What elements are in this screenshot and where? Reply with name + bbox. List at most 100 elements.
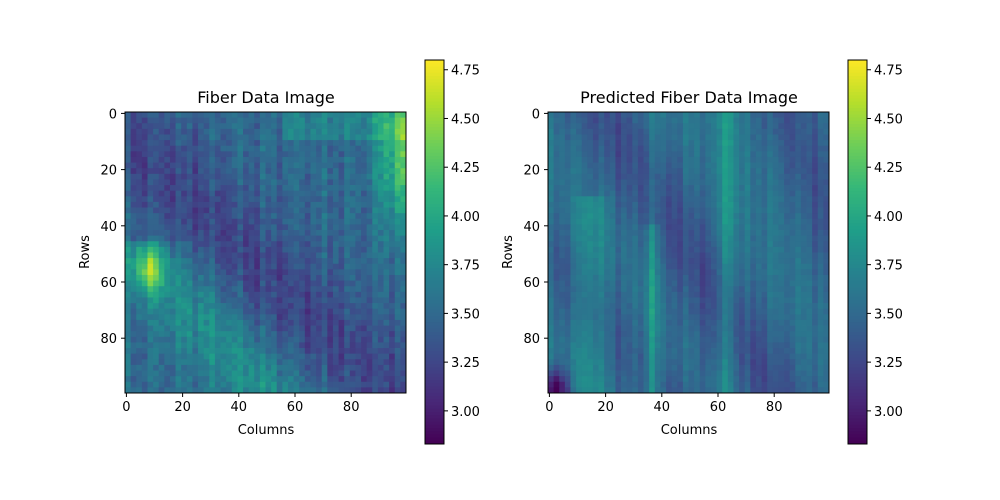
colorbar-segment [425,117,444,122]
heatmap-cell [400,331,407,338]
heatmap-cell [592,117,599,124]
heatmap-cell [682,201,689,208]
heatmap-cell [688,185,695,192]
heatmap-cell [727,112,734,119]
heatmap-cell [125,207,132,214]
heatmap-cell [214,325,221,332]
heatmap-cell [198,123,205,130]
heatmap-cell [153,381,160,388]
heatmap-cell [344,117,351,124]
heatmap-cell [817,168,824,175]
heatmap-cell [125,241,132,248]
heatmap-cell [186,342,193,349]
heatmap-cell [778,190,785,197]
heatmap-cell [344,381,351,388]
heatmap-cell [153,140,160,147]
heatmap-cell [767,274,774,281]
colorbar-segment [425,229,444,234]
heatmap-cell [259,325,266,332]
heatmap-cell [677,241,684,248]
heatmap-cell [332,190,339,197]
heatmap-cell [355,280,362,287]
heatmap-cell [694,185,701,192]
heatmap-cell [778,274,785,281]
heatmap-cell [125,179,132,186]
heatmap-cell [621,331,628,338]
colorbar-segment [425,348,444,352]
heatmap-cell [259,263,266,270]
heatmap-cell [130,364,137,371]
heatmap-cell [581,331,588,338]
heatmap-cell [733,308,740,315]
heatmap-cell [248,185,255,192]
heatmap-cell [581,117,588,124]
heatmap-cell [666,359,673,366]
heatmap-cell [366,241,373,248]
heatmap-cell [164,213,171,220]
heatmap-cell [181,230,188,237]
heatmap-cell [739,123,746,130]
heatmap-cell [209,151,216,158]
heatmap-cell [682,308,689,315]
heatmap-cell [592,359,599,366]
heatmap-cell [259,241,266,248]
heatmap-cell [372,274,379,281]
heatmap-cell [254,364,261,371]
heatmap-cell [377,140,384,147]
heatmap-cell [755,303,762,310]
heatmap-cell [153,123,160,130]
heatmap-cell [621,112,628,119]
heatmap-cell [615,269,622,276]
heatmap-cell [293,291,300,298]
heatmap-cell [615,156,622,163]
heatmap-cell [203,280,210,287]
heatmap-cell [389,213,396,220]
heatmap-cell [338,179,345,186]
heatmap-cell [688,342,695,349]
heatmap-cell [389,185,396,192]
heatmap-cell [637,235,644,242]
heatmap-cell [682,128,689,135]
heatmap-cell [394,134,401,141]
heatmap-cell [237,331,244,338]
heatmap-cell [604,117,611,124]
heatmap-cell [666,112,673,119]
heatmap-cell [147,381,154,388]
heatmap-cell [203,274,210,281]
heatmap-cell [548,286,555,293]
heatmap-cell [316,370,323,377]
heatmap-cell [203,263,210,270]
heatmap-cell [186,235,193,242]
heatmap-cell [141,291,148,298]
heatmap-cell [587,128,594,135]
heatmap-cell [739,145,746,152]
heatmap-cell [666,269,673,276]
heatmap-cell [141,364,148,371]
heatmap-cell [175,280,182,287]
heatmap-cell [147,364,154,371]
heatmap-cell [366,263,373,270]
heatmap-cell [332,381,339,388]
heatmap-cell [699,353,706,360]
heatmap-cell [592,196,599,203]
heatmap-cell [548,128,555,135]
heatmap-cell [248,252,255,259]
heatmap-cell [220,190,227,197]
heatmap-cell [750,241,757,248]
heatmap-cell [778,319,785,326]
heatmap-cell [299,207,306,214]
heatmap-cell [181,128,188,135]
heatmap-cell [276,185,283,192]
heatmap-cell [310,291,317,298]
heatmap-cell [287,280,294,287]
heatmap-cell [231,274,238,281]
heatmap-cell [259,376,266,383]
heatmap-cell [153,162,160,169]
heatmap-cell [587,364,594,371]
heatmap-cell [649,218,656,225]
heatmap-cell [592,123,599,130]
heatmap-cell [400,291,407,298]
heatmap-cell [817,348,824,355]
heatmap-cell [130,145,137,152]
heatmap-cell [164,123,171,130]
